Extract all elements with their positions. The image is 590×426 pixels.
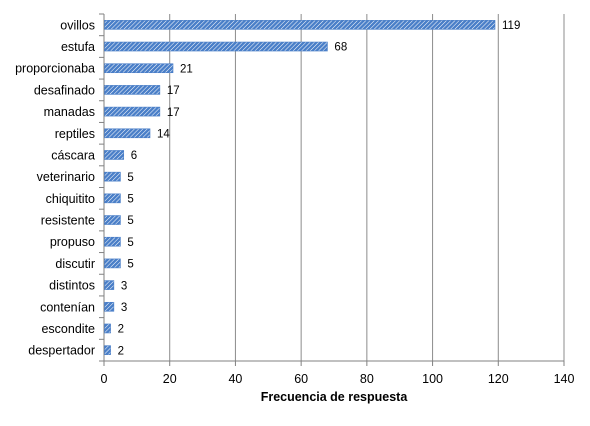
category-label-15: despertador [28, 344, 95, 358]
bar-5 [104, 128, 151, 139]
data-label-10: 5 [127, 237, 133, 249]
data-label-4: 17 [167, 107, 180, 119]
data-label-12: 3 [121, 280, 127, 292]
bar-6 [104, 150, 125, 160]
data-label-5: 14 [157, 128, 170, 140]
bar-15 [104, 345, 111, 355]
x-tick-label-0: 0 [101, 372, 108, 386]
category-label-6: cáscara [51, 148, 95, 162]
data-label-7: 5 [127, 172, 133, 184]
category-label-7: veterinario [37, 170, 95, 184]
category-label-3: desafinado [34, 83, 95, 97]
category-label-14: escondite [41, 322, 95, 336]
category-label-13: contenían [40, 300, 95, 314]
category-label-9: resistente [41, 214, 95, 228]
data-label-13: 3 [121, 302, 127, 314]
category-label-1: estufa [61, 40, 95, 54]
data-label-6: 6 [131, 150, 137, 162]
bar-13 [104, 301, 115, 312]
data-label-0: 119 [502, 20, 520, 32]
bar-10 [104, 236, 121, 247]
category-labels: ovillos estufa proporcionaba desafinado mana… [15, 18, 95, 357]
data-label-2: 21 [180, 63, 193, 75]
axes [99, 13, 565, 366]
bar-9 [104, 215, 121, 225]
category-label-11: discutir [55, 257, 95, 271]
x-tick-label-140: 140 [554, 372, 575, 386]
bar-12 [104, 280, 115, 290]
bar-1 [104, 41, 328, 52]
bar-11 [104, 258, 121, 269]
x-tick-label-80: 80 [360, 372, 374, 386]
x-tick-label-120: 120 [488, 372, 509, 386]
data-label-11: 5 [127, 259, 133, 271]
bar-14 [104, 323, 111, 334]
bar-4 [104, 106, 161, 117]
bar-0 [104, 20, 496, 30]
data-label-14: 2 [118, 324, 124, 336]
data-label-8: 5 [127, 194, 133, 206]
category-label-10: propuso [50, 235, 95, 249]
category-label-0: ovillos [60, 18, 95, 32]
gridlines [169, 14, 565, 361]
data-label-15: 2 [118, 345, 124, 357]
x-tick-label-60: 60 [294, 372, 308, 386]
category-label-8: chiquitito [46, 192, 95, 206]
x-tick-labels: 0 20 40 60 80 100 120 140 [101, 372, 575, 386]
bar-2 [104, 63, 174, 74]
bar-8 [104, 193, 121, 204]
category-label-5: reptiles [55, 127, 95, 141]
bar-3 [104, 85, 161, 95]
category-label-4: manadas [44, 105, 95, 119]
x-tick-label-40: 40 [228, 372, 242, 386]
category-label-2: proporcionaba [15, 62, 95, 76]
data-label-3: 17 [167, 85, 180, 97]
bars [104, 20, 496, 355]
x-tick-label-100: 100 [422, 372, 443, 386]
category-label-12: distintos [49, 279, 95, 293]
x-axis-title: Frecuencia de respuesta [261, 390, 409, 404]
bar-7 [104, 171, 121, 182]
data-label-9: 5 [127, 215, 133, 227]
x-tick-label-20: 20 [163, 372, 177, 386]
data-label-1: 68 [334, 42, 347, 54]
